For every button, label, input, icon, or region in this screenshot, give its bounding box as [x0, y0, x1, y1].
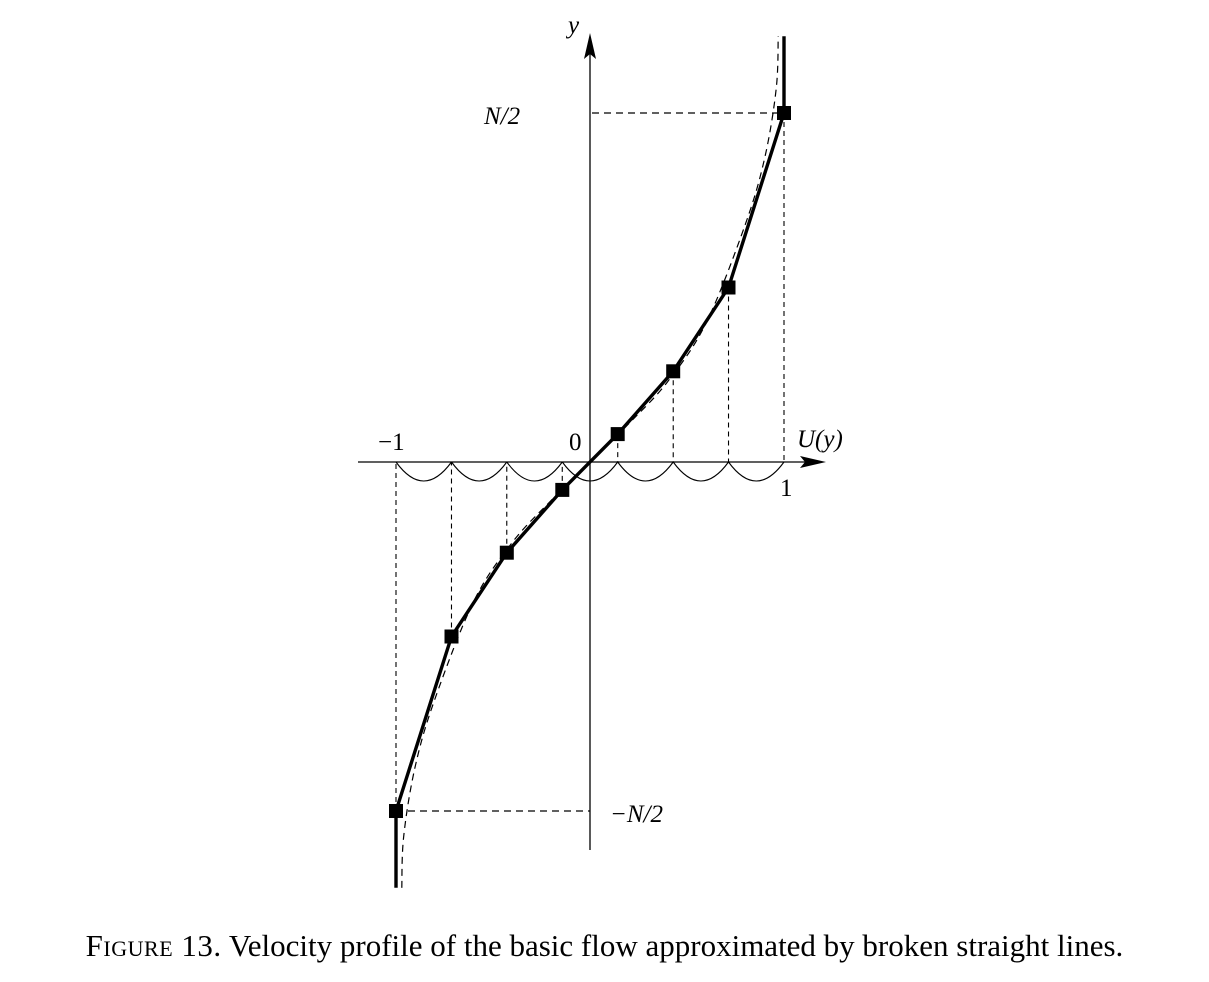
scallop-arc	[451, 461, 508, 482]
scallop-arc	[395, 461, 452, 482]
y-axis-label: y	[565, 12, 580, 39]
profile-marker-square	[555, 482, 570, 497]
profile-marker-square	[721, 280, 736, 295]
x-tick-label-one: 1	[780, 475, 793, 502]
profile-marker-square	[444, 629, 459, 644]
profile-marker-square	[610, 427, 625, 442]
profile-marker-square	[666, 364, 681, 379]
y-tick-label-top: N/2	[483, 103, 520, 130]
scallop-arc	[617, 461, 674, 482]
scallop-arc	[728, 461, 785, 482]
y-axis-arrowhead	[584, 33, 596, 59]
caption-label: Figure 13.	[85, 928, 222, 963]
x-axis-label: U(y)	[797, 426, 843, 453]
velocity-profile-figure: y U(y) −1 0 1 N/2 −N/2	[358, 12, 843, 888]
figure-caption: Figure 13. Velocity profile of the basic…	[0, 928, 1209, 964]
caption-text: Velocity profile of the basic flow appro…	[228, 928, 1124, 963]
x-tick-label-minus-one: −1	[378, 429, 405, 456]
profile-marker-square	[389, 804, 403, 818]
x-tick-label-zero: 0	[569, 429, 582, 456]
scallop-arcs	[395, 461, 785, 482]
profile-markers	[389, 106, 791, 818]
profile-marker-square	[499, 545, 514, 560]
y-tick-label-bottom: −N/2	[610, 801, 663, 828]
profile-marker-square	[777, 106, 791, 120]
scallop-arc	[506, 461, 563, 482]
x-axis-arrowhead	[800, 456, 826, 468]
scallop-arc	[672, 461, 729, 482]
broken-line-profile	[394, 36, 786, 888]
